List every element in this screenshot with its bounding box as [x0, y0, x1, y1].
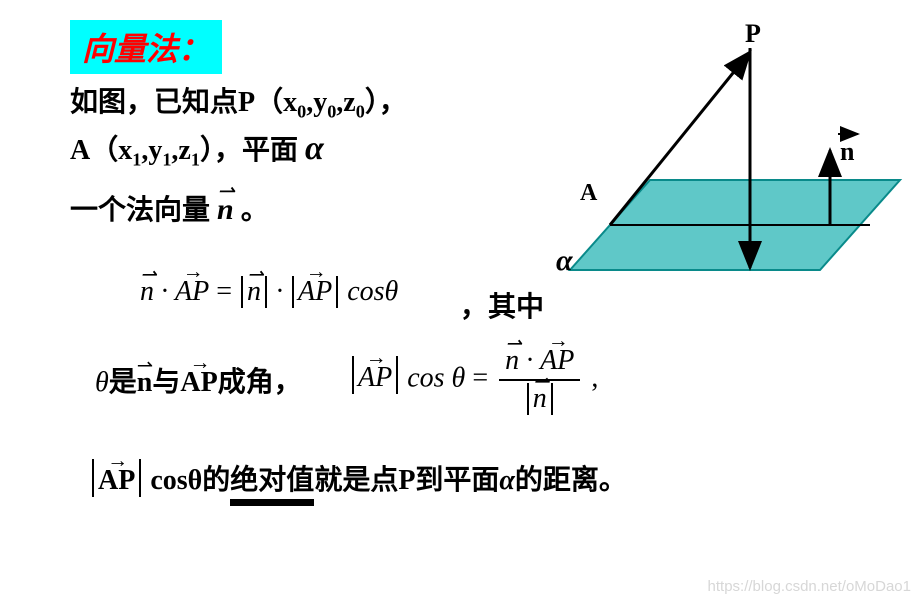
eq2r-ap: AP [358, 362, 392, 394]
title-box: 向量法： [70, 20, 222, 74]
watermark: https://blog.csdn.net/oMoDao1 [708, 578, 911, 595]
eq3-mid2: 就是点P到平面 [314, 465, 499, 496]
eq2-n: n [137, 367, 153, 399]
alpha-symbol: α [305, 130, 324, 167]
eq2r-eq: = [472, 362, 495, 393]
l1-pre: 如图，已知点P（x [70, 87, 297, 118]
l2-c1: ,y [141, 135, 162, 166]
eq2r-den-n: n [533, 383, 547, 415]
eq1-ap: AP [175, 276, 209, 308]
diagram: P A n α [520, 20, 920, 300]
eq3-tail: 的距离。 [515, 465, 627, 496]
l2-post: ），平面 [200, 135, 298, 166]
eq2-ap: AP [180, 367, 217, 399]
l1-post: ）， [365, 87, 407, 118]
eq1-n: n [140, 276, 154, 308]
eq1-abs-ap: AP [298, 276, 332, 308]
eq1-abs-n: n [247, 276, 261, 308]
text-line-1: 如图，已知点P（x0,y0,z0）， [70, 80, 407, 123]
l2-c2: ,z [171, 135, 190, 166]
equation-1: n · AP = n · AP cosθ [140, 276, 398, 308]
l1-s2: 0 [356, 102, 365, 122]
eq1-dot2: · [276, 276, 283, 307]
label-alpha: α [556, 244, 573, 277]
equation-2-right: AP cos θ = n · AP n , [350, 345, 598, 415]
l1-c1: ,y [306, 87, 327, 118]
text-line-2: A（x1,y1,z1），平面 α [70, 128, 324, 171]
eq2-mid2: 与 [152, 367, 180, 398]
eq3-mid1: 的 [202, 465, 230, 496]
eq3-underline: 绝对值 [230, 458, 314, 501]
l1-s0: 0 [297, 102, 306, 122]
eq3-cos: cosθ [150, 465, 202, 496]
eq2r-cos: cos [407, 362, 451, 393]
eq1-eq: = [216, 276, 239, 307]
equation-3: AP cosθ的绝对值就是点P到平面α的距离。 [90, 458, 627, 501]
l2-s2: 1 [191, 150, 200, 170]
eq3-alpha: α [499, 465, 515, 496]
vec-n: n [217, 193, 234, 227]
l3-pre: 一个法向量 [70, 195, 217, 226]
label-n: n [840, 137, 855, 166]
eq2r-theta: θ [452, 362, 466, 393]
title-text: 向量法： [82, 31, 210, 67]
equation-2-left: θ是n与AP成角， [95, 360, 302, 400]
eq1-dot: · [161, 276, 168, 307]
eq2r-num-n: n [505, 345, 519, 377]
eq1-cos: cosθ [347, 276, 398, 307]
eq2r-comma: , [591, 362, 598, 393]
eq2-mid: 是 [109, 367, 137, 398]
l2-s0: 1 [132, 150, 141, 170]
l1-s1: 0 [327, 102, 336, 122]
l3-period: 。 [241, 195, 269, 226]
eq2r-frac: n · AP n [499, 345, 580, 415]
eq2-theta: θ [95, 367, 109, 398]
l2-pre: A（x [70, 135, 132, 166]
eq3-ap: AP [98, 465, 135, 497]
l1-c2: ,z [336, 87, 355, 118]
text-line-3: 一个法向量 n 。 [70, 188, 269, 228]
label-a: A [580, 180, 598, 206]
eq2-tail: 成角， [218, 367, 302, 398]
label-p: P [745, 20, 761, 48]
